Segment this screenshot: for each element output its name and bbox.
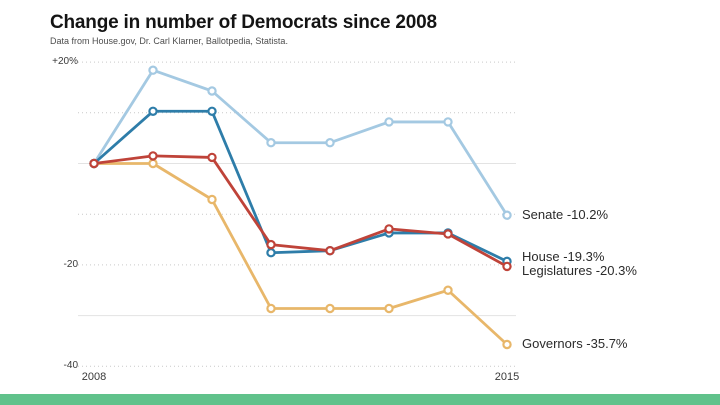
governors-point-2012 — [325, 303, 335, 314]
governors-point-2009 — [148, 158, 158, 169]
house-point-2011 — [266, 248, 276, 258]
house-line — [92, 109, 509, 263]
chart-subtitle: Data from House.gov, Dr. Carl Klarner, B… — [50, 36, 288, 46]
y-axis-tick-label: -40 — [63, 360, 78, 372]
legislatures-point-2014 — [443, 229, 453, 239]
senate-point-2012 — [325, 138, 335, 148]
chart-title: Change in number of Democrats since 2008 — [50, 12, 437, 33]
governors-point-2011 — [266, 303, 276, 314]
senate-point-2013 — [384, 117, 394, 127]
senate-point-2010 — [207, 86, 217, 96]
series-label-governors: Governors -35.7% — [522, 336, 628, 352]
house-point-2010 — [207, 106, 217, 116]
governors-line — [92, 162, 509, 346]
legislatures-point-2008 — [89, 158, 99, 169]
senate-point-2014 — [443, 117, 453, 127]
y-axis-tick-label: +20% — [52, 56, 78, 68]
legislatures-line — [92, 154, 509, 268]
legislatures-point-2015 — [502, 261, 512, 272]
governors-point-2015 — [502, 339, 512, 350]
governors-point-2010 — [207, 194, 217, 205]
legislatures-point-2010 — [207, 152, 217, 163]
series-label-house: House -19.3% — [522, 248, 605, 264]
legislatures-point-2009 — [148, 151, 158, 161]
x-axis-tick-label: 2015 — [494, 371, 520, 383]
series-label-legislatures: Legislatures -20.3% — [522, 262, 637, 278]
senate-point-2015 — [502, 210, 512, 220]
footer-accent-bar — [0, 394, 720, 405]
governors-point-2014 — [443, 285, 453, 295]
senate-point-2009 — [148, 65, 158, 75]
legislatures-point-2013 — [384, 224, 394, 234]
legislatures-point-2011 — [266, 239, 276, 250]
governors-point-2013 — [384, 303, 394, 314]
series-label-senate: Senate -10.2% — [522, 207, 609, 223]
house-point-2009 — [148, 106, 158, 116]
x-axis-tick-label: 2008 — [81, 371, 107, 383]
y-axis-tick-label: -20 — [63, 258, 78, 270]
senate-point-2011 — [266, 138, 276, 148]
legislatures-point-2012 — [325, 246, 335, 256]
senate-line — [92, 68, 509, 217]
